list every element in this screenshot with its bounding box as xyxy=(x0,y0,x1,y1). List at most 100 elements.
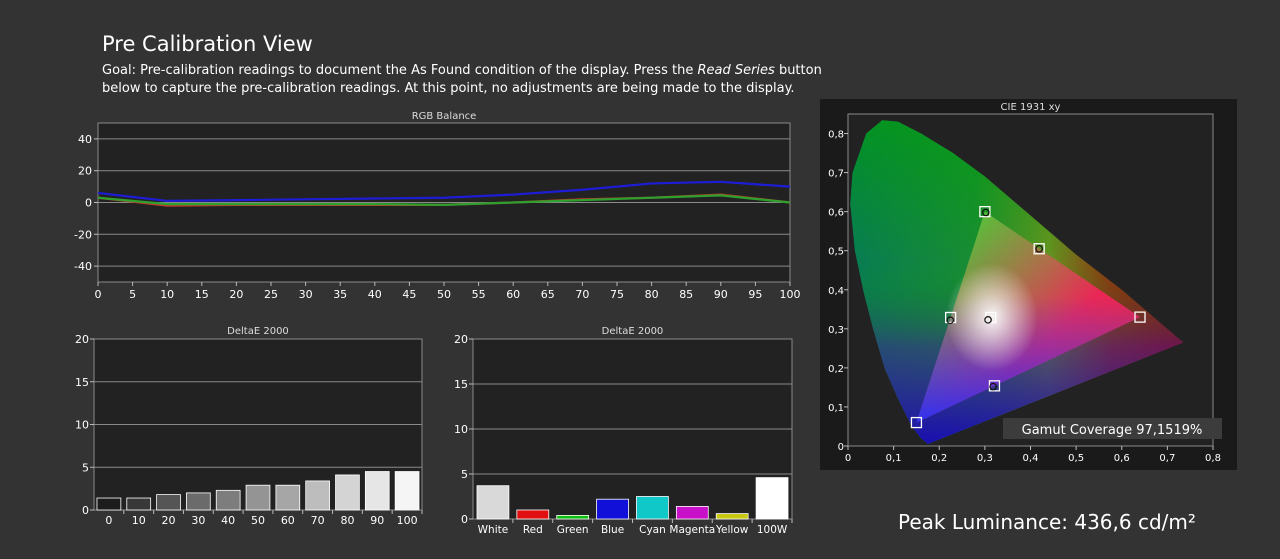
x-tick-label: 70 xyxy=(575,288,589,301)
y-tick-label: 0,6 xyxy=(828,208,844,219)
x-tick-label: 30 xyxy=(191,514,205,527)
bar xyxy=(96,497,122,511)
white-region xyxy=(945,263,1038,372)
color-deltae-chart: DeltaE 2000 20 15 10 5 0 White Red Green Blue Cyan… xyxy=(454,326,793,536)
y-tick-label: 0,4 xyxy=(828,286,844,297)
x-tick-label: 80 xyxy=(645,288,659,301)
bar xyxy=(305,480,330,511)
y-tick-label: 0,1 xyxy=(828,403,844,414)
bar xyxy=(636,496,669,520)
y-tick-label: 5 xyxy=(461,468,468,481)
y-tick-label: 20 xyxy=(75,333,89,346)
target-marker xyxy=(979,205,991,218)
bar xyxy=(156,494,181,511)
y-tick-label: 0 xyxy=(461,513,468,526)
x-tick-label: Yellow xyxy=(715,524,749,536)
x-tick-label: 55 xyxy=(472,288,486,301)
goal-text-prefix: Goal: Pre-calibration readings to docume… xyxy=(102,63,698,78)
y-tick-label: 20 xyxy=(454,333,468,346)
y-tick-label: 0,8 xyxy=(828,130,844,141)
x-tick-label: 20 xyxy=(229,288,243,301)
x-tick-label: 10 xyxy=(160,288,174,301)
y-tick-label: 0,3 xyxy=(828,325,844,336)
bar xyxy=(126,497,152,511)
y-tick-label: -20 xyxy=(74,228,92,241)
y-tick-label: 0 xyxy=(838,442,844,453)
bar xyxy=(364,471,390,511)
measured-point xyxy=(946,316,955,325)
x-tick-label: 15 xyxy=(195,288,209,301)
bar xyxy=(245,484,271,511)
bar xyxy=(755,477,789,520)
x-tick-label: 0,7 xyxy=(1159,453,1175,464)
series-line xyxy=(97,180,791,203)
bar xyxy=(275,484,301,511)
bar xyxy=(186,492,211,511)
bar xyxy=(476,485,510,520)
x-tick-label: 85 xyxy=(679,288,693,301)
target-marker xyxy=(1134,311,1146,323)
target-marker xyxy=(910,416,923,429)
target-marker xyxy=(945,311,957,324)
y-tick-label: 0,2 xyxy=(828,364,844,375)
bar xyxy=(215,489,241,511)
cie-panel: CIE 1931 xy 0,8 0,7 0,6 0,5 0,4 0,3 0,2 0,1 0 0 0,1… xyxy=(820,99,1237,470)
x-tick-label: 100 xyxy=(780,288,801,301)
x-tick-label: 0,8 xyxy=(1205,453,1221,464)
x-tick-label: 40 xyxy=(368,288,382,301)
x-tick-label: Red xyxy=(523,524,543,536)
chart-title: RGB Balance xyxy=(412,111,477,122)
y-tick-label: -40 xyxy=(74,260,92,273)
x-tick-label: 5 xyxy=(129,288,136,301)
y-tick-label: 0,7 xyxy=(828,169,844,180)
x-tick-label: 20 xyxy=(162,514,176,527)
bar xyxy=(516,509,550,520)
x-tick-label: 0,1 xyxy=(886,453,902,464)
x-tick-label: 100W xyxy=(757,524,788,536)
bar xyxy=(715,513,749,520)
y-tick-label: 15 xyxy=(454,378,468,391)
chart-title: DeltaE 2000 xyxy=(227,326,289,337)
x-tick-label: 50 xyxy=(437,288,451,301)
gamut-coverage-box xyxy=(1003,418,1222,439)
y-tick-label: 0 xyxy=(82,504,89,517)
x-tick-label: Green xyxy=(557,524,589,536)
y-tick-label: 0,5 xyxy=(828,247,844,258)
rgb-balance-chart: RGB Balance 40 20 0 -20 -40 0 5 10 15 20 25 30 35 40 45… xyxy=(74,111,801,301)
x-tick-label: 95 xyxy=(748,288,762,301)
x-tick-label: 0,4 xyxy=(1023,453,1039,464)
goal-description: Goal: Pre-calibration readings to docume… xyxy=(102,62,862,98)
x-tick-label: 0,3 xyxy=(977,453,993,464)
measured-point xyxy=(1035,244,1043,253)
measured-point xyxy=(981,208,990,217)
y-tick-label: 0 xyxy=(85,197,92,210)
x-tick-label: Magenta xyxy=(669,524,715,536)
bar xyxy=(556,514,590,520)
x-tick-label: 30 xyxy=(299,288,313,301)
chart-title: CIE 1931 xy xyxy=(1001,102,1061,113)
gamut-coverage-label: Gamut Coverage 97,1519% xyxy=(1022,423,1203,438)
x-tick-label: 10 xyxy=(132,514,146,527)
y-tick-label: 20 xyxy=(78,165,92,178)
measured-point xyxy=(984,316,992,324)
x-tick-label: 100 xyxy=(397,514,418,527)
x-tick-label: Blue xyxy=(601,524,624,536)
x-tick-label: 25 xyxy=(264,288,278,301)
y-tick-label: 40 xyxy=(78,133,92,146)
x-tick-label: 50 xyxy=(251,514,265,527)
x-tick-label: 60 xyxy=(506,288,520,301)
series-line xyxy=(97,194,791,206)
x-tick-label: 0 xyxy=(845,453,851,464)
x-tick-label: 0,2 xyxy=(931,453,947,464)
y-tick-label: 10 xyxy=(454,423,468,436)
bar xyxy=(335,474,360,511)
x-tick-label: 40 xyxy=(221,514,235,527)
x-tick-label: Cyan xyxy=(639,524,666,536)
peak-luminance: Peak Luminance: 436,6 cd/m² xyxy=(898,510,1196,534)
page-title: Pre Calibration View xyxy=(102,32,313,56)
x-tick-label: 75 xyxy=(610,288,624,301)
x-tick-label: 0,5 xyxy=(1068,453,1084,464)
chart-title: DeltaE 2000 xyxy=(602,326,664,337)
x-tick-label: 90 xyxy=(370,514,384,527)
